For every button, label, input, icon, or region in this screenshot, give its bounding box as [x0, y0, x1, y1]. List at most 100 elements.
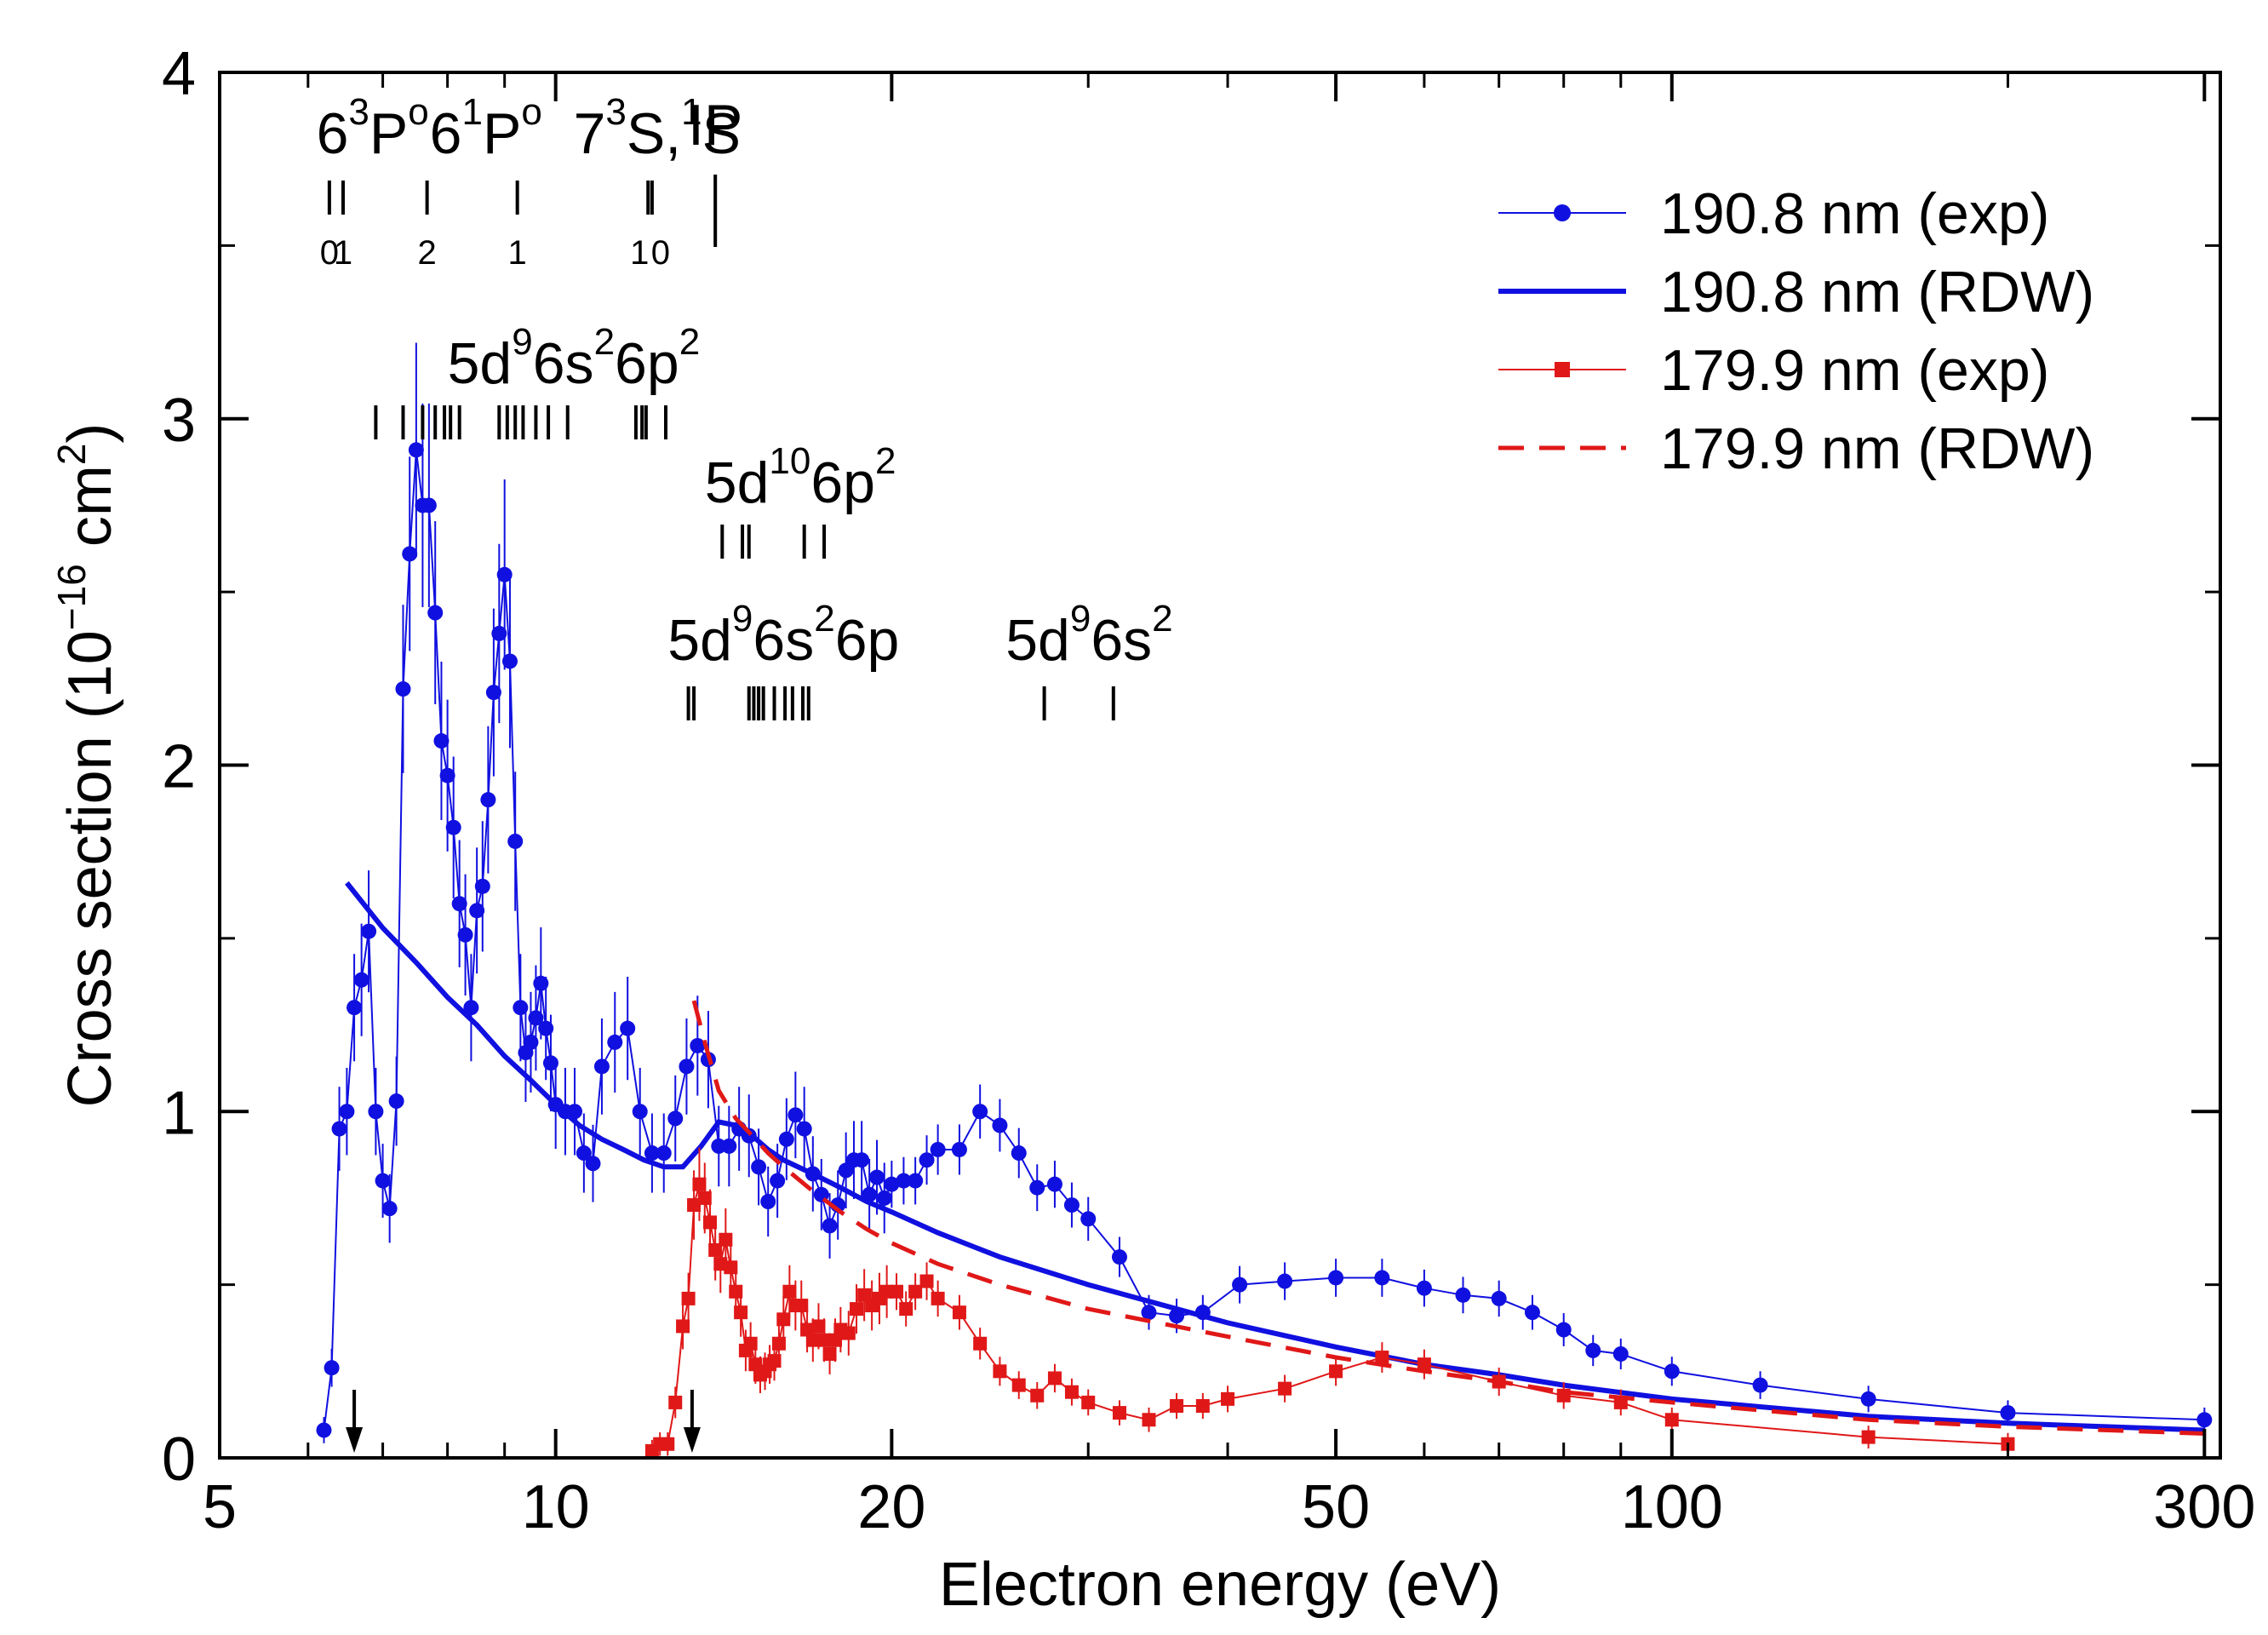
data-point [339, 1104, 355, 1120]
data-point [408, 442, 424, 458]
data-point [433, 733, 450, 749]
j-label: 1 [508, 234, 527, 272]
data-point [1416, 1280, 1432, 1296]
data-point [952, 1305, 966, 1320]
data-point [767, 1354, 782, 1368]
data-point [822, 1218, 838, 1234]
data-point [427, 605, 444, 621]
x-tick-label: 20 [857, 1473, 925, 1541]
j-label: 0 [320, 234, 339, 272]
label-5d10-6p2-part: 5d [705, 450, 770, 515]
data-point [811, 1319, 826, 1334]
data-point [2000, 1405, 2016, 1421]
label-5d9-6s2-6p2-part: 6s [533, 331, 594, 396]
data-point [593, 1058, 610, 1075]
label-6-3Po-part: 6 [317, 101, 349, 166]
data-point [1664, 1413, 1679, 1427]
data-point [668, 1395, 683, 1409]
label-5d10-6p2-part: 10 [769, 440, 810, 482]
data-point [778, 1131, 794, 1147]
j-label: 2 [418, 234, 437, 272]
data-point [656, 1145, 672, 1162]
data-point [692, 1177, 707, 1191]
data-point [480, 792, 496, 808]
data-point [1195, 1398, 1210, 1413]
data-point [771, 1336, 786, 1351]
data-point [719, 1232, 733, 1247]
data-point [919, 1152, 935, 1168]
data-point [523, 1034, 539, 1050]
label-5d9-6s2-6p2-part: 5d [448, 331, 513, 396]
data-point [884, 1176, 900, 1192]
data-point [388, 1093, 404, 1110]
data-point [908, 1173, 924, 1189]
legend-marker-2 [1555, 362, 1570, 377]
legend-label-2: 179.9 nm (exp) [1660, 338, 2049, 403]
data-point [331, 1121, 347, 1137]
label-5d9-6s2-part: 6s [1091, 608, 1152, 673]
data-point [896, 1173, 912, 1189]
label-5d9-6s2-6p-part: 9 [732, 598, 753, 640]
data-point [1555, 1322, 1572, 1338]
data-point [661, 1437, 675, 1451]
x-tick-label: 100 [1621, 1473, 1723, 1541]
label-5d9-6s2-6p-part: 6p [835, 608, 900, 673]
data-point [992, 1117, 1008, 1133]
series-layer [316, 342, 2213, 1458]
data-point [899, 1302, 914, 1317]
data-point [1063, 1197, 1080, 1213]
data-point [676, 1319, 690, 1334]
threshold-arrow-head [683, 1427, 701, 1453]
data-point [620, 1020, 636, 1036]
data-point [919, 1274, 934, 1288]
data-point [528, 1010, 544, 1026]
data-point [1556, 1388, 1571, 1403]
data-point [439, 767, 455, 783]
data-point [474, 878, 490, 894]
label-6-1Po-part: P [483, 101, 521, 166]
data-point [1221, 1391, 1235, 1406]
data-point [1064, 1385, 1079, 1399]
data-point [951, 1141, 967, 1157]
j-label: 1 [334, 234, 352, 272]
data-point [501, 653, 518, 669]
data-point [857, 1288, 872, 1302]
label-5d9-6s2-part: 5d [1005, 608, 1070, 673]
data-point [1455, 1287, 1471, 1303]
data-point [632, 1104, 648, 1120]
label-7-3S-1S-part: S [702, 101, 741, 166]
data-point [869, 1169, 885, 1185]
legend-label-0: 190.8 nm (exp) [1660, 181, 2049, 246]
label-6-1Po-part: o [521, 91, 541, 133]
data-point [1080, 1211, 1097, 1227]
label-7-3S-1S-part: S, [627, 101, 681, 166]
data-point [644, 1145, 660, 1162]
data-point [713, 1257, 728, 1271]
label-5d9-6s2-part: 2 [1152, 598, 1172, 640]
data-point [908, 1284, 923, 1299]
j-label: 0 [651, 234, 670, 272]
data-point [1664, 1363, 1680, 1380]
data-point [667, 1110, 684, 1127]
data-point [607, 1034, 623, 1050]
label-7-3S-1S-part: 7 [574, 101, 606, 166]
data-point [1329, 1364, 1343, 1379]
data-point [1860, 1391, 1876, 1407]
y-tick-label: 4 [162, 40, 196, 108]
data-point [679, 1058, 695, 1075]
legend-marker-0 [1554, 204, 1571, 221]
data-point [324, 1360, 340, 1376]
label-6-1Po: 61Po [430, 91, 542, 166]
data-point [690, 1037, 706, 1053]
data-point [850, 1302, 864, 1317]
data-point [734, 1305, 748, 1320]
y-label-exponent: −16 [49, 564, 94, 630]
data-point [353, 972, 369, 988]
data-point [485, 685, 501, 701]
label-5d9-6s2-6p-part: 6s [753, 608, 814, 673]
data-point [1046, 1176, 1062, 1192]
label-6-3Po: 63Po [317, 91, 429, 166]
data-point [703, 1215, 718, 1230]
data-point [1585, 1342, 1601, 1358]
y-label-unit: cm [56, 465, 124, 564]
